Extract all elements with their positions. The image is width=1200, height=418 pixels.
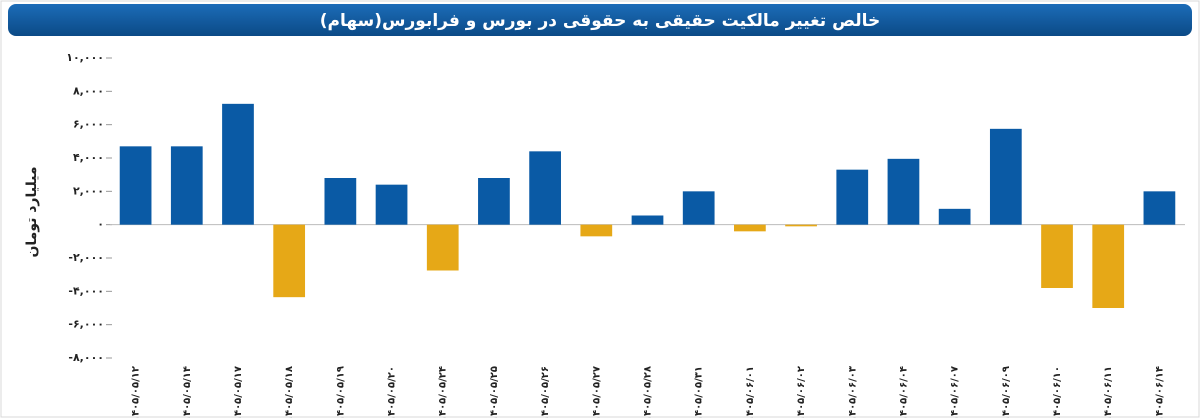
bar: [631, 215, 664, 225]
x-tick-label: ۱۴۰۵/۰۵/۲۰: [387, 366, 398, 418]
y-tick-label: ۶,۰۰۰: [73, 118, 104, 131]
y-tick-label: ۱۰,۰۰۰: [66, 51, 104, 64]
y-tick-label: -۶,۰۰۰: [68, 318, 104, 331]
bar: [273, 224, 306, 298]
bar: [1092, 224, 1125, 308]
y-tick-label: ۴,۰۰۰: [73, 151, 104, 164]
bar: [836, 169, 869, 225]
x-tick-label: ۱۴۰۵/۰۶/۰۴: [898, 366, 909, 418]
x-tick-label: ۱۴۰۵/۰۵/۱۷: [233, 366, 244, 418]
x-tick-label: ۱۴۰۵/۰۵/۱۲: [131, 366, 142, 418]
x-tick-label: ۱۴۰۵/۰۵/۱۴: [182, 366, 193, 418]
y-tick-label: ۲,۰۰۰: [73, 184, 104, 197]
bar: [887, 158, 920, 225]
x-tick-label: ۱۴۰۵/۰۶/۰۱: [745, 366, 756, 418]
bar: [119, 146, 152, 225]
y-tick-label: ۸,۰۰۰: [73, 84, 104, 97]
x-tick-label: ۱۴۰۵/۰۶/۰۷: [950, 366, 961, 418]
y-tick-label: -۲,۰۰۰: [68, 251, 104, 264]
bar: [324, 178, 357, 225]
bar: [478, 178, 510, 225]
chart-title: خالص تغییر مالکیت حقیقی به حقوقی در بورس…: [320, 11, 881, 31]
bar: [1041, 224, 1073, 288]
header-band: [8, 4, 1192, 36]
bar: [785, 224, 817, 227]
y-axis-label: میلیارد تومان: [24, 166, 40, 257]
x-tick-label: ۱۴۰۵/۰۶/۰۳: [847, 366, 858, 418]
bar: [938, 208, 971, 225]
bar: [734, 224, 766, 232]
x-tick-label: ۱۴۰۵/۰۵/۲۴: [438, 366, 449, 418]
bar: [580, 224, 613, 237]
y-tick-label: -۸,۰۰۰: [68, 351, 104, 364]
x-tick-label: ۱۴۰۵/۰۵/۱۹: [335, 366, 346, 418]
x-tick-label: ۱۴۰۵/۰۶/۰۹: [1001, 366, 1012, 418]
x-tick-label: ۱۴۰۵/۰۶/۱۱: [1103, 366, 1114, 418]
x-tick-label: ۱۴۰۵/۰۵/۳۱: [694, 366, 705, 418]
bar: [170, 146, 203, 225]
bar: [529, 151, 561, 225]
bar: [375, 184, 408, 225]
bar: [989, 128, 1022, 225]
x-tick-label: ۱۴۰۵/۰۵/۲۵: [489, 366, 500, 418]
x-tick-label: ۱۴۰۵/۰۵/۱۸: [284, 366, 295, 418]
bar: [682, 191, 715, 225]
x-tick-label: ۱۴۰۵/۰۵/۲۸: [643, 366, 654, 418]
bar: [222, 103, 254, 225]
bar: [1143, 191, 1176, 225]
x-tick-label: ۱۴۰۵/۰۵/۲۶: [540, 366, 551, 418]
x-tick-label: ۱۴۰۵/۰۵/۲۷: [591, 366, 602, 418]
x-tick-label: ۱۴۰۵/۰۶/۰۲: [796, 366, 807, 418]
x-tick-label: ۱۴۰۵/۰۶/۱۰: [1052, 366, 1063, 418]
x-tick-label: ۱۴۰۵/۰۶/۱۴: [1154, 366, 1165, 418]
y-tick-label: -۴,۰۰۰: [68, 284, 104, 297]
y-tick-label: ۰: [97, 218, 104, 231]
bar: [426, 224, 459, 271]
